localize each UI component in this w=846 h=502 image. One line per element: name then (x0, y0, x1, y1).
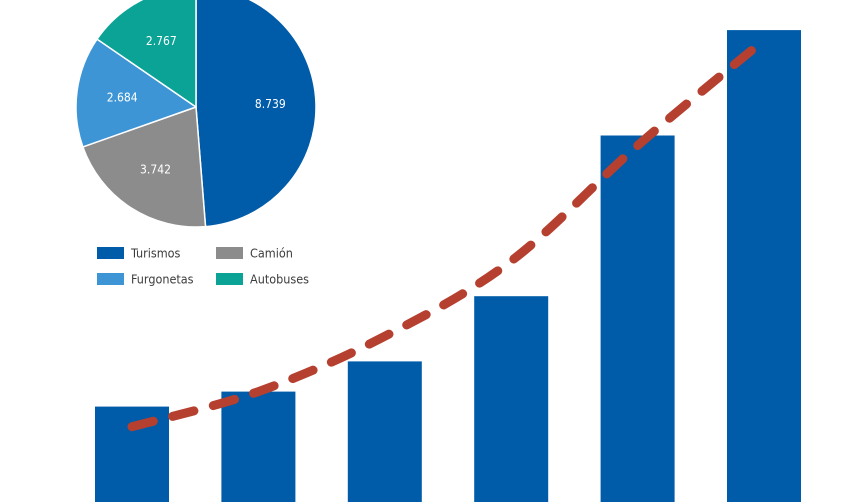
legend-label: Camión (250, 246, 293, 261)
trend-line-group (127, 35, 769, 432)
pie-slice-autobuses (96, 0, 197, 108)
legend-swatch (216, 273, 243, 285)
legend-label: Furgonetas (131, 272, 194, 287)
pie-label-camion: 3.742 (140, 162, 171, 176)
bar-4 (474, 296, 549, 502)
bar-5 (600, 135, 675, 502)
pie-label-furgonetas: 2.684 (107, 90, 138, 104)
legend-item-furgonetas: Furgonetas (97, 272, 194, 287)
bar-3 (347, 361, 422, 502)
bar-2 (221, 391, 296, 502)
trend-line (127, 35, 769, 432)
legend-item-autobuses: Autobuses (216, 272, 309, 287)
pie-slice-furgonetas (75, 38, 197, 148)
pie-slice-camion (82, 106, 207, 228)
legend-item-camion: Camión (216, 246, 293, 261)
pie-chart: 8.739 3.742 2.684 2.767 (75, 0, 317, 228)
legend-label: Autobuses (250, 272, 309, 287)
legend-swatch (216, 247, 243, 259)
legend-swatch (97, 247, 124, 259)
legend-item-turismos: Turismos (97, 246, 181, 261)
bar-1 (95, 406, 169, 502)
pie-slice-turismos (195, 0, 317, 228)
pie-label-turismos: 8.739 (255, 97, 286, 111)
bar-chart (95, 30, 801, 502)
pie-label-autobuses: 2.767 (146, 34, 177, 48)
pie-legend: Turismos Camión Furgonetas Autobuses (97, 246, 309, 287)
bar-6 (727, 30, 801, 502)
legend-swatch (97, 273, 124, 285)
legend-label: Turismos (130, 246, 181, 261)
